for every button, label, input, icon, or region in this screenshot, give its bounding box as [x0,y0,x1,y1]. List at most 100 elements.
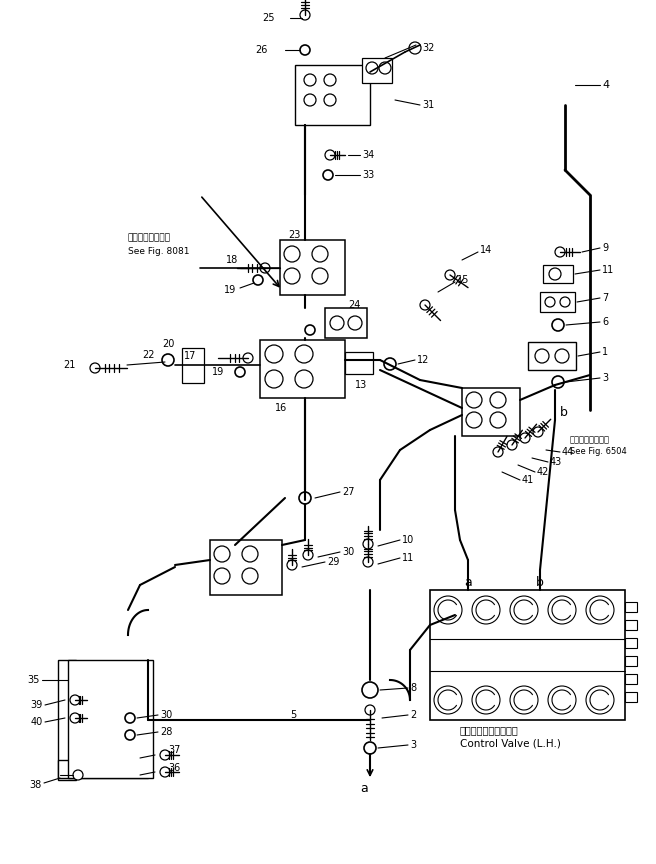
Circle shape [284,246,300,262]
Circle shape [265,345,283,363]
Circle shape [560,297,570,307]
Text: 11: 11 [402,553,414,563]
Bar [625,674,637,684]
Text: a: a [464,575,472,588]
Circle shape [466,392,482,408]
Circle shape [90,363,100,373]
Text: 11: 11 [602,265,614,275]
Circle shape [348,316,362,330]
Text: 9: 9 [602,243,608,253]
Circle shape [586,596,614,624]
Circle shape [552,319,564,331]
Text: 5: 5 [290,710,297,720]
Text: 3: 3 [410,740,416,750]
Text: 25: 25 [262,13,275,23]
Text: 26: 26 [256,45,268,55]
Circle shape [472,596,500,624]
Bar [625,638,637,648]
Circle shape [295,345,313,363]
Circle shape [434,596,462,624]
Text: 第８０８１図参照: 第８０８１図参照 [128,233,171,243]
Text: Control Valve (L.H.): Control Valve (L.H.) [460,739,561,749]
Bar [362,58,392,83]
Bar [210,540,282,595]
Text: 42: 42 [537,467,549,477]
Circle shape [434,686,462,714]
Circle shape [312,246,328,262]
Bar [625,656,637,666]
Text: 19: 19 [212,367,224,377]
Circle shape [253,275,263,285]
Text: 14: 14 [480,245,492,255]
Text: 4: 4 [602,80,609,90]
Circle shape [214,546,230,562]
Text: a: a [360,782,368,795]
Circle shape [304,94,316,106]
Text: 2: 2 [410,710,417,720]
Text: 28: 28 [160,727,173,737]
Bar [295,65,370,125]
Circle shape [490,412,506,428]
Circle shape [304,74,316,86]
Text: 1: 1 [602,347,608,357]
Circle shape [364,742,376,754]
Bar [68,660,153,778]
Text: 34: 34 [362,150,375,160]
Text: See Fig. 8081: See Fig. 8081 [128,247,190,257]
Text: 16: 16 [275,403,287,413]
Text: 35: 35 [28,675,40,685]
Circle shape [472,686,500,714]
Circle shape [73,770,83,780]
Circle shape [493,447,503,457]
Circle shape [366,62,378,74]
Circle shape [384,358,396,370]
Bar [528,342,576,370]
Circle shape [552,376,564,388]
Text: 27: 27 [342,487,354,497]
Circle shape [305,325,315,335]
Bar [625,692,637,702]
Text: See Fig. 6504: See Fig. 6504 [570,448,626,456]
Circle shape [162,354,174,366]
Bar [325,308,367,338]
Bar [58,760,148,778]
Text: 21: 21 [64,360,76,370]
Text: 3: 3 [602,373,608,383]
Circle shape [235,367,245,377]
Circle shape [520,433,530,443]
Circle shape [555,247,565,257]
Text: 36: 36 [168,763,180,773]
Circle shape [363,539,373,549]
Text: 43: 43 [550,457,562,467]
Text: 10: 10 [402,535,414,545]
Bar [280,240,345,295]
Bar [345,352,373,374]
Circle shape [466,412,482,428]
Text: 30: 30 [160,710,173,720]
Circle shape [287,560,297,570]
Text: 24: 24 [348,300,360,310]
Text: 22: 22 [142,350,155,360]
Text: 23: 23 [288,230,300,240]
Text: 37: 37 [168,745,180,755]
Circle shape [510,686,538,714]
Text: 6: 6 [602,317,608,327]
Bar [462,388,520,436]
Bar [430,590,625,720]
Circle shape [535,349,549,363]
Bar [540,292,575,312]
Text: コントロールバルブ左: コントロールバルブ左 [460,725,519,735]
Circle shape [324,94,336,106]
Text: 31: 31 [422,100,434,110]
Circle shape [548,686,576,714]
Circle shape [265,370,283,388]
Circle shape [303,550,313,560]
Circle shape [330,316,344,330]
Circle shape [365,705,375,715]
Text: 7: 7 [602,293,608,303]
Circle shape [533,427,543,437]
Text: 15: 15 [457,275,470,285]
Text: 18: 18 [226,255,238,265]
Circle shape [549,268,561,280]
Text: 19: 19 [224,285,236,295]
